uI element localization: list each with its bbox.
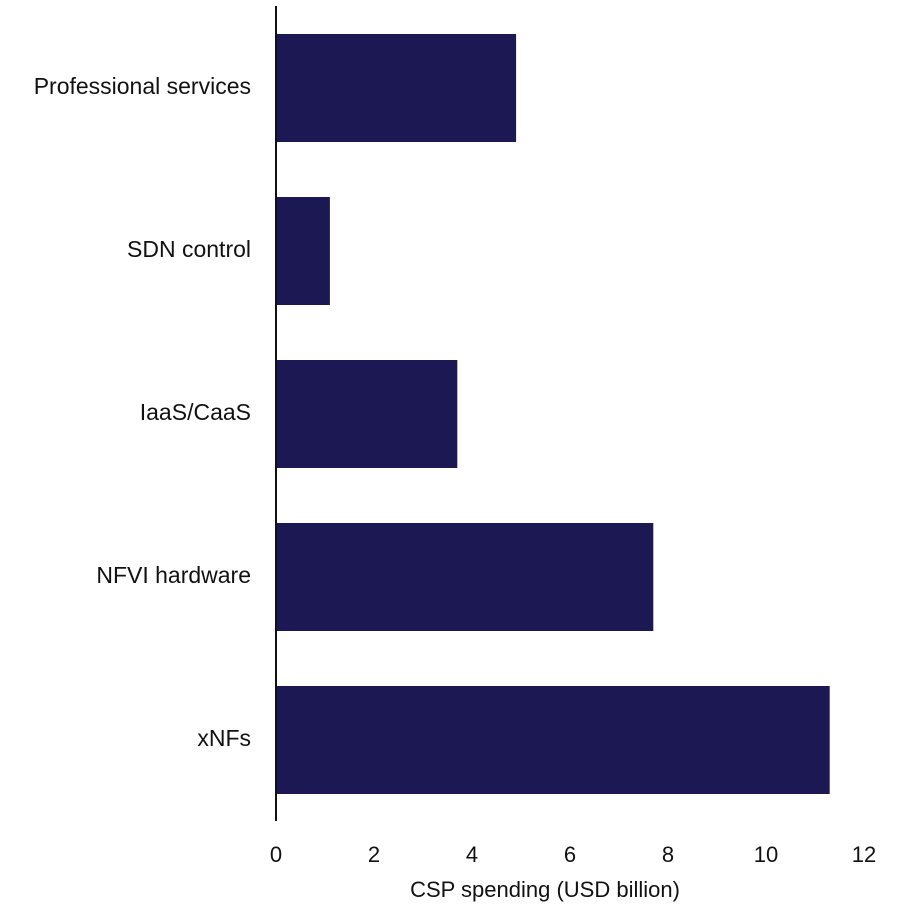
- bar-sdn-control: [276, 197, 330, 305]
- x-tick-label: 6: [564, 842, 576, 867]
- category-label-iaas-caas: IaaS/CaaS: [140, 399, 251, 425]
- bar-xnfs: [276, 686, 830, 794]
- bar-nfvi-hardware: [276, 523, 654, 631]
- bar-professional-services: [276, 34, 517, 142]
- category-label-nfvi-hardware: NFVI hardware: [96, 562, 251, 588]
- x-tick-label: 10: [754, 842, 778, 867]
- x-tick-label: 0: [270, 842, 282, 867]
- x-tick-label: 12: [852, 842, 876, 867]
- category-labels-group: Professional services SDN control IaaS/Caa…: [34, 73, 251, 751]
- category-label-xnfs: xNFs: [197, 725, 251, 751]
- category-label-professional-services: Professional services: [34, 73, 251, 99]
- bar-iaas-caas: [276, 360, 458, 468]
- category-label-sdn-control: SDN control: [127, 236, 251, 262]
- bars-group: [276, 34, 830, 794]
- x-axis-title: CSP spending (USD billion): [410, 877, 680, 902]
- x-tick-label: 8: [662, 842, 674, 867]
- x-tick-label: 4: [466, 842, 478, 867]
- x-tick-labels-group: 0 2 4 6 8 10 12: [270, 842, 876, 867]
- x-tick-label: 2: [368, 842, 380, 867]
